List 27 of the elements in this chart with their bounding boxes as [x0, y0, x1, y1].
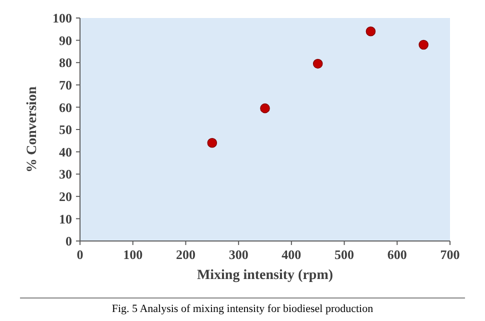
x-tick-label: 400: [282, 247, 302, 262]
y-tick-label: 30: [59, 166, 72, 182]
x-tick-label: 0: [76, 247, 84, 262]
x-tick-label: 700: [440, 247, 460, 262]
y-tick-label: 100: [52, 10, 72, 26]
x-tick-label: 600: [387, 247, 407, 262]
point: [366, 26, 376, 36]
y-tick-label: 90: [59, 32, 72, 48]
y-tick-label: 40: [59, 144, 72, 160]
x-tick-label: 100: [123, 247, 143, 262]
x-tick-label: 200: [176, 247, 196, 262]
point: [260, 103, 270, 114]
x-tick-label: 300: [228, 247, 248, 262]
y-tick-label: 10: [59, 211, 72, 226]
caption: Fig. 5 Analysis of mixing intensity for biodiesel production: [112, 303, 374, 315]
y-tick-label: 60: [59, 100, 72, 115]
point: [207, 138, 218, 148]
y-tick-label: 0: [66, 234, 72, 249]
y-tick-label: 70: [59, 77, 72, 92]
y-tick-label: 20: [59, 188, 72, 204]
point: [312, 58, 323, 69]
x-tick-label: 500: [334, 247, 354, 262]
y-tick-label: 50: [59, 122, 72, 138]
y-axis-title: % Conversion: [25, 86, 40, 172]
point: [418, 40, 428, 50]
x-axis-title: Mixing intensity (rpm): [196, 268, 334, 283]
y-tick-label: 80: [59, 55, 72, 70]
